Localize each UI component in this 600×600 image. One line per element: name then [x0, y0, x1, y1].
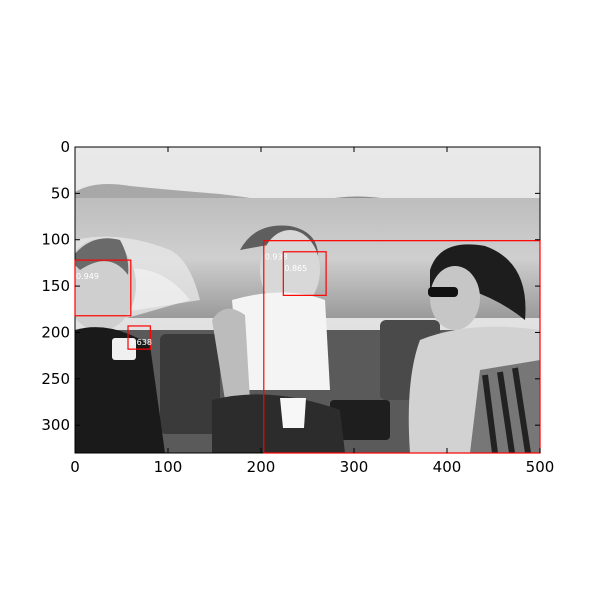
detection-score-label: 0.638: [129, 338, 152, 347]
x-tick-label: 200: [247, 458, 276, 476]
x-tick-label: 0: [70, 458, 80, 476]
y-tick-label: 300: [41, 416, 70, 434]
x-tick-label: 400: [433, 458, 462, 476]
y-tick-label: 0: [60, 138, 70, 156]
detection-score-label: 0.949: [76, 272, 99, 281]
detection-score-label: 0.938: [265, 253, 288, 262]
y-axis: 0 50 100 150 200 250 300: [41, 138, 540, 434]
detection-box: [127, 325, 151, 350]
detection-layer: 0.949 0.938 0.865 0.638: [74, 240, 541, 454]
detection-box: [263, 240, 541, 454]
detection-box: [282, 251, 327, 296]
y-tick-label: 150: [41, 277, 70, 295]
y-tick-label: 50: [51, 184, 70, 202]
y-tick-label: 100: [41, 231, 70, 249]
photo-image: [75, 147, 540, 453]
detection-score-label: 0.865: [284, 264, 307, 273]
x-axis: 0 100 200 300 400 500: [70, 147, 554, 476]
y-tick-label: 200: [41, 323, 70, 341]
y-tick-label: 250: [41, 370, 70, 388]
x-tick-label: 500: [526, 458, 555, 476]
detection-box: [74, 259, 132, 317]
x-tick-label: 100: [154, 458, 183, 476]
x-tick-label: 300: [340, 458, 369, 476]
